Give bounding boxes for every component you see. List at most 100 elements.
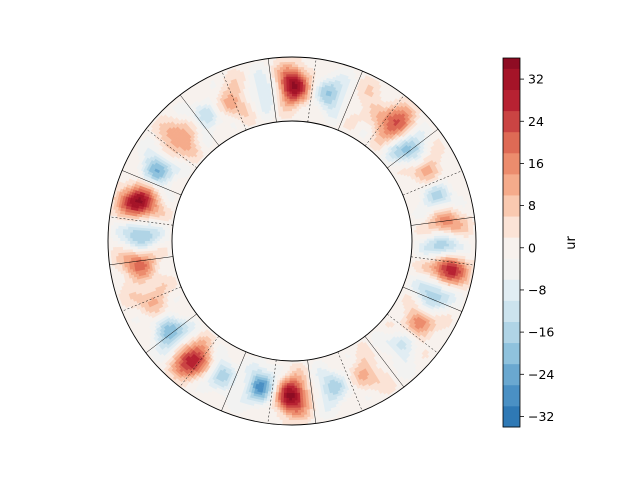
annulus-cell <box>433 222 437 227</box>
annulus-cell <box>456 201 461 206</box>
annulus-cell <box>129 241 133 245</box>
annulus-cell <box>452 217 456 222</box>
annulus-cell <box>436 232 440 236</box>
annulus-cell <box>471 237 474 241</box>
annulus-cell <box>444 213 448 217</box>
annulus-cell <box>446 212 450 217</box>
annulus-cell <box>420 219 424 223</box>
annulus-cell <box>455 205 459 210</box>
annulus-cell <box>439 203 443 207</box>
annulus-cell <box>441 229 445 234</box>
annulus-cell <box>414 218 419 222</box>
annulus-cell <box>132 241 136 245</box>
annulus-cell <box>161 238 165 242</box>
annulus-cell <box>134 232 138 237</box>
annulus-cell <box>420 222 424 226</box>
annulus-cell <box>465 225 469 229</box>
annulus-cell <box>448 209 452 214</box>
annulus-cell <box>429 233 432 237</box>
annulus-cell <box>441 235 445 239</box>
annulus-cell <box>439 214 443 218</box>
annulus-cell <box>434 215 438 219</box>
annulus-cell <box>417 220 421 224</box>
annulus-cell <box>294 93 298 97</box>
annulus-cell <box>288 69 292 72</box>
annulus-cell <box>468 228 472 232</box>
annulus-cell <box>428 228 432 232</box>
annulus-cell <box>460 225 464 230</box>
annulus-cell <box>458 234 462 239</box>
annulus-cell <box>291 110 295 114</box>
annulus-cell <box>467 224 471 229</box>
annulus-cell <box>461 234 464 239</box>
annulus-cell <box>436 214 440 218</box>
annulus-cell <box>423 209 427 213</box>
annulus-cell <box>453 229 457 233</box>
annulus-cell <box>423 224 427 228</box>
annulus-cell <box>429 235 432 239</box>
annulus-cell <box>465 228 469 232</box>
annulus-cell <box>455 223 459 227</box>
annulus-cell <box>289 105 292 109</box>
annulus-cell <box>291 93 295 97</box>
annulus-cell <box>122 241 126 245</box>
annulus-cell <box>444 218 449 223</box>
annulus-cell <box>288 81 292 85</box>
annulus-cell <box>451 232 455 236</box>
annulus-cell <box>294 64 299 67</box>
annulus-cell <box>291 81 295 85</box>
annulus-cell <box>453 231 457 236</box>
annulus-cell <box>467 202 471 207</box>
annulus-cell <box>291 76 295 80</box>
annulus-cell <box>137 241 141 245</box>
annulus-cell <box>291 73 295 77</box>
annulus-cell <box>293 115 297 119</box>
annulus-cell <box>425 209 429 213</box>
annulus-cell <box>142 241 145 245</box>
annulus-cell <box>115 231 119 236</box>
annulus-cell <box>430 210 435 214</box>
annulus-cell <box>438 208 442 213</box>
annulus-cell <box>421 226 425 230</box>
annulus-cell <box>115 241 118 245</box>
annulus-cell <box>117 231 121 236</box>
annulus-cell <box>441 232 445 236</box>
annulus-cell <box>459 213 463 218</box>
annulus-cell <box>467 205 472 210</box>
annulus-cell <box>442 205 446 209</box>
annulus-cell <box>446 229 450 233</box>
annulus-cell <box>288 88 292 92</box>
annulus-cell <box>430 225 434 229</box>
annulus-cell <box>456 231 459 236</box>
annulus-cell <box>463 212 468 217</box>
annulus-cell <box>416 238 420 241</box>
annulus-cell <box>297 66 302 70</box>
annulus-cell <box>291 101 295 104</box>
annulus-cell <box>154 238 158 242</box>
annulus-cell <box>294 59 299 63</box>
annulus-cell <box>115 237 118 242</box>
annulus-cell <box>294 71 298 75</box>
annulus-cell <box>419 238 423 241</box>
annulus-cell <box>450 223 454 228</box>
annulus-cell <box>416 211 420 215</box>
annulus-cell <box>166 241 170 244</box>
annulus-cell <box>142 238 145 242</box>
annulus-cell <box>288 76 292 80</box>
annulus-cell <box>446 201 450 206</box>
annulus-cell <box>415 225 419 228</box>
annulus-cell <box>470 227 474 232</box>
annulus-cell <box>291 64 296 67</box>
annulus-cell <box>463 237 467 241</box>
annulus-cell <box>152 238 155 242</box>
annulus-cell <box>294 88 298 92</box>
annulus-cell <box>436 230 440 234</box>
annulus-cell <box>465 231 469 235</box>
annulus-cell <box>426 213 430 218</box>
annulus-cell <box>438 230 442 234</box>
annulus-cell <box>112 231 116 236</box>
annulus-cell <box>423 226 427 230</box>
annulus-cell <box>441 202 446 207</box>
annulus-cell <box>293 110 297 114</box>
annulus-cell <box>411 232 415 235</box>
